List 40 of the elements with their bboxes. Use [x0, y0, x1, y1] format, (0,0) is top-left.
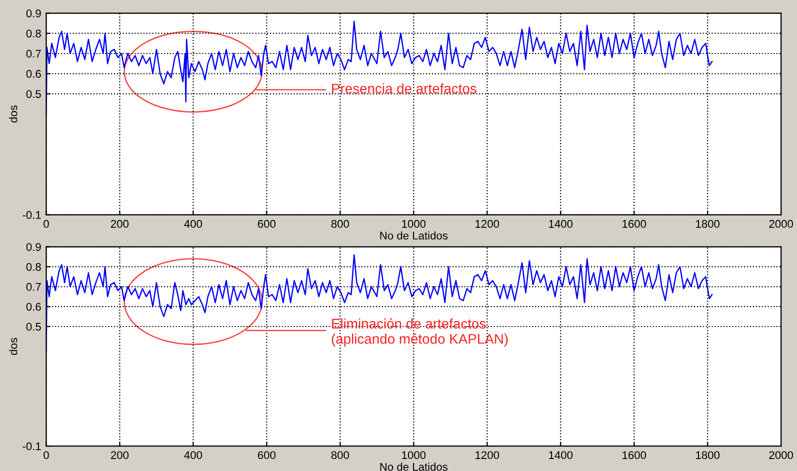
x-tick-label: 1800 [696, 451, 720, 460]
y-tick-label: 0.5 [26, 90, 41, 98]
y-tick-label: 0.5 [26, 322, 41, 331]
x-tick-label: 1000 [402, 220, 426, 228]
y-tick-label: -0.1 [22, 442, 41, 450]
x-tick-label: 200 [111, 451, 129, 460]
x-tick-label: 1600 [622, 451, 646, 460]
x-tick-label: 0 [44, 451, 49, 460]
x-tick-label: 2000 [769, 220, 793, 228]
x-tick-label: 1200 [476, 220, 500, 228]
annotation: Eliminación de artefactos (aplicando método KAPLAN) [332, 318, 508, 347]
x-tick-label: 1000 [402, 451, 426, 460]
x-tick-label: 1600 [622, 220, 646, 228]
x-tick-label: 600 [258, 220, 276, 228]
x-axis-title: No de Latidos [380, 231, 448, 240]
y-axis-title: dos [9, 338, 18, 355]
y-tick-label: 0.9 [26, 243, 41, 251]
x-tick-label: 1400 [549, 451, 573, 460]
x-axis-title: No de Latidos [380, 462, 448, 471]
y-tick-label: 0.6 [26, 302, 41, 311]
y-tick-label: 0.7 [26, 282, 41, 291]
x-tick-label: 1800 [696, 220, 720, 228]
x-tick-label: 1200 [476, 451, 500, 460]
y-tick-label: 0.6 [26, 70, 41, 78]
x-tick-label: 800 [331, 220, 349, 228]
y-tick-label: 0.7 [26, 50, 41, 58]
y-tick-label: 0.8 [26, 30, 41, 38]
x-tick-label: 600 [258, 451, 276, 460]
x-tick-label: 800 [331, 451, 349, 460]
x-tick-label: 400 [184, 220, 202, 228]
y-axis-title: dos [9, 105, 18, 122]
x-tick-label: 400 [184, 451, 202, 460]
x-tick-label: 1400 [549, 220, 573, 228]
y-tick-label: -0.1 [22, 211, 41, 219]
x-tick-label: 200 [111, 220, 129, 228]
y-tick-label: 0.9 [26, 9, 41, 18]
annotation: Presencia de artefactos [332, 83, 476, 94]
y-tick-label: 0.8 [26, 262, 41, 271]
x-tick-label: 0 [44, 220, 49, 228]
x-tick-label: 2000 [769, 451, 793, 460]
